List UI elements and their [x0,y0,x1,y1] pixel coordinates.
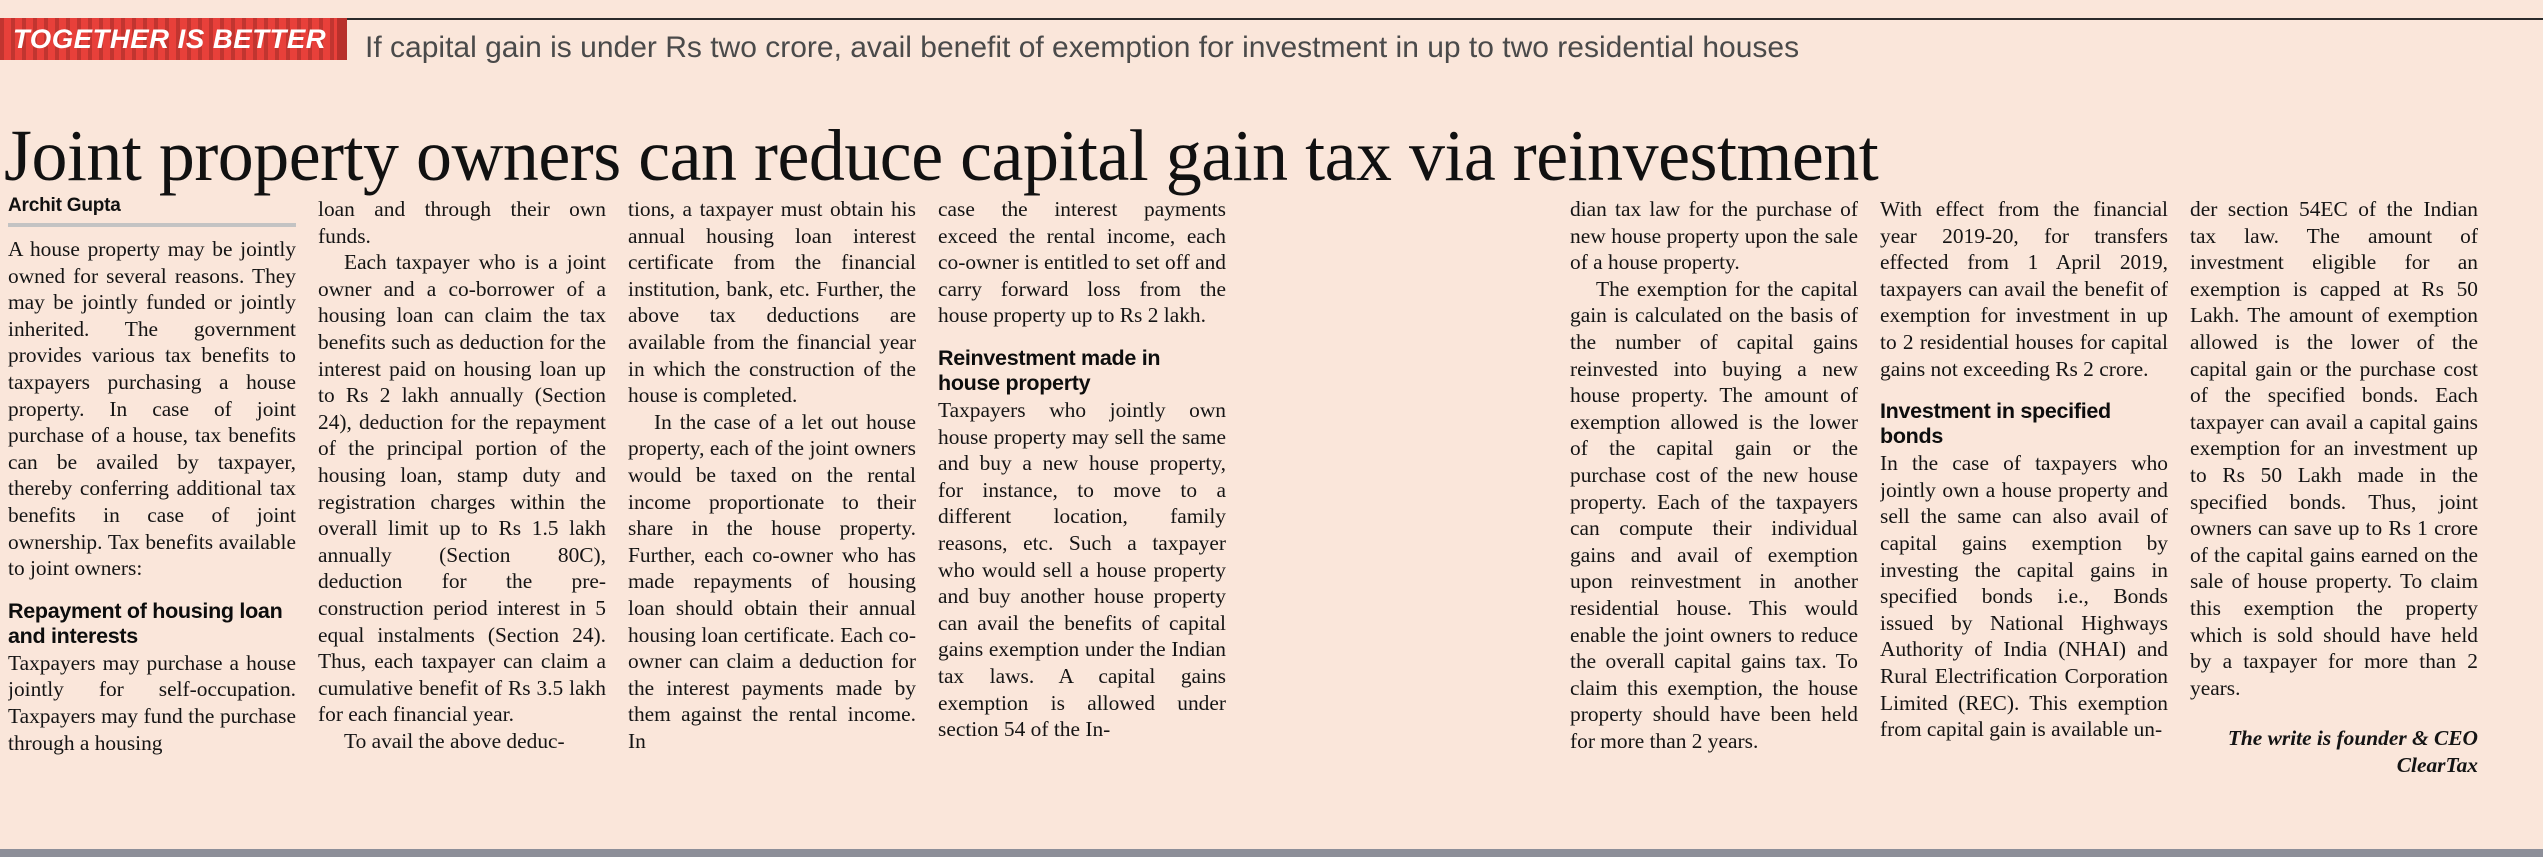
byline-rule [8,223,296,227]
paragraph: In the case of taxpayers who jointly own… [1880,451,2168,742]
kicker-banner: TOGETHER IS BETTER If capital gain is un… [0,18,2543,64]
paragraph: Taxpayers may purchase a house jointly f… [8,650,296,755]
article-body-columns: Archit Gupta A house property may be joi… [8,196,2535,841]
subheading: Repayment of housing loan and interests [8,598,283,648]
deck-strapline-text: If capital gain is under Rs two crore, a… [365,31,1800,64]
section-flag-label: TOGETHER IS BETTER [12,24,327,54]
author-signoff: The write is founder & CEO ClearTax [2227,726,2478,777]
article-column-2: loan and through their own funds. Each t… [318,196,606,841]
paragraph: A house property may be jointly owned fo… [8,237,296,581]
section-flag: TOGETHER IS BETTER [0,18,338,60]
paragraph: With effect from the financial year 2019… [1880,197,2168,381]
deck-strapline: If capital gain is under Rs two crore, a… [347,18,2543,64]
paragraph: The exemption for the capital gain is ca… [1570,276,1858,753]
article-column-7: der section 54EC of the Indian tax law. … [2190,196,2478,841]
article-column-6: With effect from the financial year 2019… [1880,196,2168,841]
subheading: Reinvestment made in house property [938,345,1161,395]
article-column-1: Archit Gupta A house property may be joi… [8,196,296,841]
article-column-4: case the interest payments exceed the re… [938,196,1226,841]
paragraph: tions, a taxpayer must obtain his annual… [628,197,916,408]
paragraph: In the case of a let out house property,… [628,409,916,753]
paragraph: loan and through their own funds. [318,197,606,248]
bottom-rule [0,849,2543,857]
article-column-5: dian tax law for the purchase of new hou… [1570,196,1858,841]
paragraph: der section 54EC of the Indian tax law. … [2190,197,2478,700]
page-top-margin [0,0,2543,17]
paragraph: To avail the above deduc- [344,728,565,753]
subheading: Investment in specified bonds [1880,399,2111,449]
article-column-3: tions, a taxpayer must obtain his annual… [628,196,916,841]
paragraph: Taxpayers who jointly own house property… [938,397,1226,742]
byline-author: Archit Gupta [8,196,121,216]
flag-tail-block [337,18,348,60]
paragraph: dian tax law for the purchase of new hou… [1570,197,1858,275]
article-headline: Joint property owners can reduce capital… [4,114,1879,196]
paragraph: case the interest payments exceed the re… [938,197,1226,328]
article-photo-column: ISTOCK [1248,196,1548,841]
paragraph: Each taxpayer who is a joint owner and a… [318,250,606,727]
